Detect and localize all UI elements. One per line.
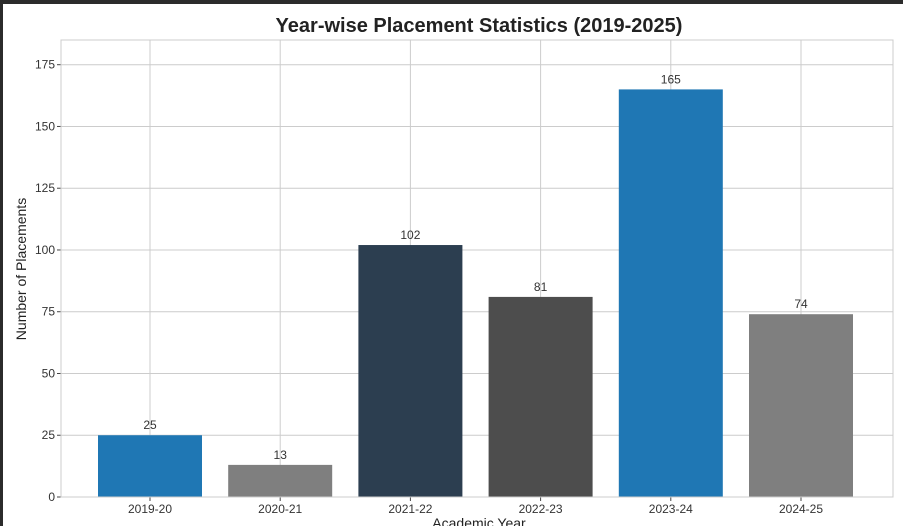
y-tick-label: 150 bbox=[35, 119, 55, 133]
y-tick-label: 25 bbox=[42, 428, 56, 442]
data-label: 25 bbox=[143, 418, 157, 432]
y-axis-ticks: 0 25 50 75 100 125 150 175 bbox=[35, 58, 61, 504]
bar-2023-24 bbox=[618, 89, 723, 498]
data-label: 102 bbox=[400, 228, 420, 242]
bar-chart: Year-wise Placement Statistics (2019-202… bbox=[13, 15, 894, 526]
x-tick-label: 2023-24 bbox=[649, 502, 693, 516]
x-axis-ticks: 2019-20 2020-21 2021-22 2022-23 2023-24 2024-… bbox=[128, 497, 823, 516]
chart-title: Year-wise Placement Statistics (2019-202… bbox=[276, 15, 683, 37]
bar-2024-25 bbox=[749, 314, 853, 497]
chart-window: Year-wise Placement Statistics (2019-202… bbox=[3, 4, 903, 526]
y-tick-label: 125 bbox=[35, 181, 55, 195]
plot-area-border bbox=[60, 39, 894, 498]
data-label: 165 bbox=[661, 72, 681, 86]
x-tick-label: 2020-21 bbox=[258, 502, 302, 516]
y-tick-label: 100 bbox=[35, 243, 55, 257]
y-axis-label: Number of Placements bbox=[13, 198, 29, 340]
x-tick-label: 2019-20 bbox=[128, 502, 172, 516]
bars: 25 13 102 81 165 74 bbox=[98, 72, 853, 498]
y-tick-label: 50 bbox=[42, 366, 56, 380]
y-tick-label: 75 bbox=[42, 305, 56, 319]
y-tick-label: 175 bbox=[35, 58, 55, 72]
x-tick-label: 2021-22 bbox=[388, 502, 432, 516]
x-tick-label: 2024-25 bbox=[779, 502, 823, 516]
x-tick-label: 2022-23 bbox=[519, 502, 563, 516]
data-label: 74 bbox=[794, 297, 808, 311]
y-tick-label: 0 bbox=[48, 490, 55, 504]
x-axis-label: Academic Year bbox=[432, 515, 526, 526]
data-label: 13 bbox=[274, 448, 288, 462]
bar-2019-20 bbox=[98, 435, 202, 497]
bar-2020-21 bbox=[228, 464, 333, 497]
bar-2022-23 bbox=[488, 296, 593, 497]
bar-2021-22 bbox=[358, 245, 463, 497]
data-label: 81 bbox=[534, 280, 548, 294]
